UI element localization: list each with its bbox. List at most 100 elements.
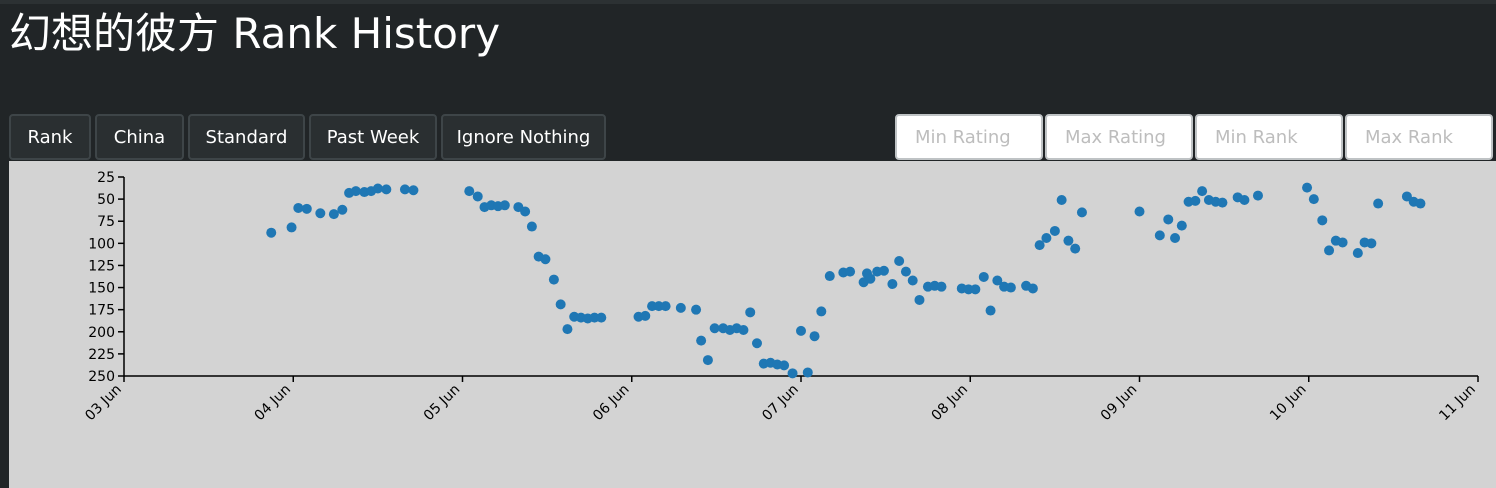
data-point <box>350 186 361 197</box>
data-point <box>464 186 475 197</box>
data-point <box>970 284 981 295</box>
mode-button[interactable]: Standard <box>188 114 305 160</box>
y-tick-label: 225 <box>88 347 115 363</box>
data-point <box>985 305 996 316</box>
data-point <box>1134 206 1145 217</box>
data-point <box>696 335 707 346</box>
data-point <box>887 279 898 290</box>
data-point <box>1176 220 1187 231</box>
data-point <box>1005 282 1016 293</box>
x-tick-label: 04 Jun <box>252 382 295 425</box>
data-point <box>555 299 566 310</box>
data-point <box>1217 197 1228 208</box>
data-point <box>1034 240 1045 251</box>
data-point <box>293 202 304 213</box>
data-point <box>315 208 326 219</box>
data-point <box>802 367 813 378</box>
data-point <box>691 304 702 315</box>
data-point <box>381 184 392 195</box>
page-title: 幻想的彼方 Rank History <box>9 9 501 58</box>
top-strip <box>0 0 1496 4</box>
data-point <box>540 254 551 265</box>
min-rank-input[interactable] <box>1195 114 1343 160</box>
data-point <box>702 355 713 366</box>
data-point <box>675 302 686 313</box>
x-tick-label: 09 Jun <box>1098 382 1141 425</box>
ignore-filter-button[interactable]: Ignore Nothing <box>441 114 606 160</box>
data-point <box>1190 195 1201 206</box>
y-tick-label: 150 <box>88 281 115 297</box>
y-tick-label: 25 <box>97 170 115 186</box>
data-point <box>978 271 989 282</box>
y-tick-label: 125 <box>88 258 115 274</box>
data-point <box>596 312 607 323</box>
data-point <box>751 338 762 349</box>
min-rating-input[interactable] <box>895 114 1043 160</box>
data-point <box>640 310 651 321</box>
y-tick-label: 250 <box>88 369 115 385</box>
data-point <box>1302 182 1313 193</box>
data-point <box>660 301 671 312</box>
data-point <box>1317 215 1328 226</box>
data-point <box>878 265 889 276</box>
data-point <box>1170 233 1181 244</box>
data-point <box>337 204 348 215</box>
data-point <box>936 281 947 292</box>
max-rating-input[interactable] <box>1045 114 1193 160</box>
data-point <box>824 271 835 282</box>
data-point <box>301 203 312 214</box>
data-point <box>499 200 510 211</box>
data-point <box>548 274 559 285</box>
x-tick-label: 08 Jun <box>929 382 972 425</box>
data-point <box>709 323 720 334</box>
data-point <box>562 324 573 335</box>
data-point <box>787 368 798 379</box>
x-tick-label: 07 Jun <box>759 382 802 425</box>
data-point <box>914 294 925 305</box>
data-point <box>907 275 918 286</box>
data-point <box>1415 198 1426 209</box>
data-point <box>1027 283 1038 294</box>
data-point <box>1308 194 1319 205</box>
max-rank-input[interactable] <box>1345 114 1493 160</box>
data-point <box>266 227 277 238</box>
data-point <box>745 307 756 318</box>
data-point <box>1063 235 1074 246</box>
time-range-button[interactable]: Past Week <box>309 114 437 160</box>
data-point <box>472 191 483 202</box>
data-point <box>1401 191 1412 202</box>
data-point <box>1163 214 1174 225</box>
data-point <box>526 221 537 232</box>
x-tick-label: 03 Jun <box>82 382 125 425</box>
x-tick-label: 11 Jun <box>1436 382 1479 425</box>
data-point <box>1197 186 1208 197</box>
x-tick-label: 10 Jun <box>1267 382 1310 425</box>
data-point <box>992 275 1003 286</box>
data-point <box>738 325 749 336</box>
data-point <box>779 360 790 371</box>
region-button[interactable]: China <box>95 114 184 160</box>
data-point <box>372 183 383 194</box>
rank-metric-button[interactable]: Rank <box>9 114 91 160</box>
y-tick-label: 100 <box>88 236 115 252</box>
x-tick-label: 06 Jun <box>590 382 633 425</box>
y-tick-label: 75 <box>97 214 115 230</box>
data-point <box>1239 194 1250 205</box>
data-point <box>894 256 905 267</box>
data-point <box>1373 198 1384 209</box>
x-tick-label: 05 Jun <box>421 382 464 425</box>
data-point <box>1049 225 1060 236</box>
data-point <box>408 185 419 196</box>
data-point <box>900 266 911 277</box>
y-tick-label: 200 <box>88 325 115 341</box>
y-tick-label: 50 <box>97 192 115 208</box>
data-point <box>1337 237 1348 248</box>
data-point <box>845 266 856 277</box>
data-point <box>1056 194 1067 205</box>
data-point <box>865 273 876 284</box>
data-point <box>1041 233 1052 244</box>
data-point <box>328 209 339 220</box>
data-point <box>1070 243 1081 254</box>
data-point <box>399 184 410 195</box>
